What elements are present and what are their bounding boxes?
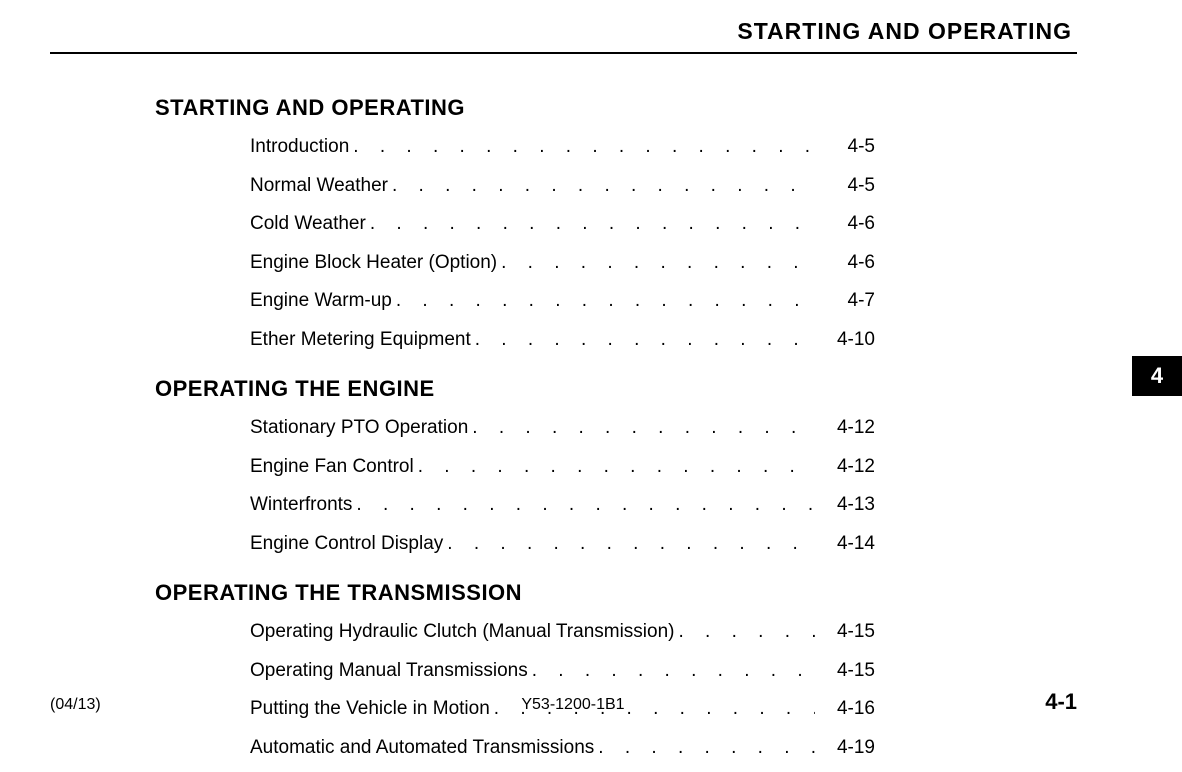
chapter-tab: 4: [1132, 356, 1182, 396]
toc-entry: Ether Metering Equipment . . . . . . . .…: [250, 326, 875, 355]
toc-entry-page: 4-6: [815, 249, 875, 278]
page-footer: (04/13) Y53-1200-1B1 4-1: [50, 689, 1077, 715]
toc-dots: . . . . . . . . . . . . . . . . . . . . …: [443, 530, 815, 559]
toc-entry: Winterfronts . . . . . . . . . . . . . .…: [250, 491, 875, 520]
toc-entry: Automatic and Automated Transmissions . …: [250, 734, 875, 763]
toc-entry: Engine Warm-up . . . . . . . . . . . . .…: [250, 287, 875, 316]
page-header-title: STARTING AND OPERATING: [737, 18, 1072, 45]
toc-dots: . . . . . . . . . . . . . . . . . . . . …: [349, 133, 815, 162]
toc-entry-page: 4-10: [815, 326, 875, 355]
toc-entry: Operating Hydraulic Clutch (Manual Trans…: [250, 618, 875, 647]
toc-entry: Engine Block Heater (Option) . . . . . .…: [250, 249, 875, 278]
toc-entry-page: 4-6: [815, 210, 875, 239]
toc-entry-label: Engine Control Display: [250, 530, 443, 559]
toc-dots: . . . . . . . . . . . . . . . . . . . . …: [366, 210, 815, 239]
section-heading: OPERATING THE ENGINE: [155, 376, 875, 402]
toc-entry: Engine Fan Control . . . . . . . . . . .…: [250, 453, 875, 482]
toc-dots: . . . . . . . . . . . . . . . . . . . . …: [414, 453, 815, 482]
toc-entry-page: 4-7: [815, 287, 875, 316]
toc-entry-label: Normal Weather: [250, 172, 388, 201]
toc-entry-page: 4-15: [815, 657, 875, 686]
toc-entry-page: 4-15: [815, 618, 875, 647]
toc-entry: Stationary PTO Operation . . . . . . . .…: [250, 414, 875, 443]
section-heading: STARTING AND OPERATING: [155, 95, 875, 121]
toc-entry-page: 4-12: [815, 414, 875, 443]
toc-entry-label: Engine Fan Control: [250, 453, 414, 482]
toc-entry-label: Winterfronts: [250, 491, 352, 520]
toc-dots: . . . . . . . . . . . . . . . . . . . . …: [388, 172, 815, 201]
toc-entry-label: Operating Manual Transmissions: [250, 657, 528, 686]
toc-dots: . . . . . . . . . . . . . . . . . . . . …: [675, 618, 816, 647]
toc-entry-page: 4-13: [815, 491, 875, 520]
toc-entry-label: Stationary PTO Operation: [250, 414, 468, 443]
footer-page-number: 4-1: [1045, 689, 1077, 715]
footer-doc-id: Y53-1200-1B1: [521, 696, 624, 714]
toc-entry-label: Operating Hydraulic Clutch (Manual Trans…: [250, 618, 675, 647]
table-of-contents: STARTING AND OPERATING Introduction . . …: [155, 95, 875, 772]
toc-entry: Operating Manual Transmissions . . . . .…: [250, 657, 875, 686]
toc-entry-page: 4-5: [815, 172, 875, 201]
toc-dots: . . . . . . . . . . . . . . . . . . . . …: [497, 249, 815, 278]
section-heading: OPERATING THE TRANSMISSION: [155, 580, 875, 606]
footer-date: (04/13): [50, 696, 101, 714]
toc-entry-page: 4-5: [815, 133, 875, 162]
toc-dots: . . . . . . . . . . . . . . . . . . . . …: [392, 287, 815, 316]
toc-entry-label: Cold Weather: [250, 210, 366, 239]
toc-entry: Normal Weather . . . . . . . . . . . . .…: [250, 172, 875, 201]
toc-entry-page: 4-12: [815, 453, 875, 482]
toc-dots: . . . . . . . . . . . . . . . . . . . . …: [468, 414, 815, 443]
toc-entry-label: Automatic and Automated Transmissions: [250, 734, 594, 763]
toc-dots: . . . . . . . . . . . . . . . . . . . . …: [352, 491, 815, 520]
toc-dots: . . . . . . . . . . . . . . . . . . . . …: [528, 657, 815, 686]
toc-entry-label: Engine Block Heater (Option): [250, 249, 497, 278]
toc-entry-page: 4-14: [815, 530, 875, 559]
toc-entry: Engine Control Display . . . . . . . . .…: [250, 530, 875, 559]
toc-entry-label: Introduction: [250, 133, 349, 162]
toc-entry: Introduction . . . . . . . . . . . . . .…: [250, 133, 875, 162]
header-rule: [50, 52, 1077, 54]
toc-entry-label: Ether Metering Equipment: [250, 326, 471, 355]
toc-dots: . . . . . . . . . . . . . . . . . . . . …: [594, 734, 815, 763]
toc-dots: . . . . . . . . . . . . . . . . . . . . …: [471, 326, 815, 355]
toc-entry-page: 4-19: [815, 734, 875, 763]
toc-entry: Cold Weather . . . . . . . . . . . . . .…: [250, 210, 875, 239]
toc-entry-label: Engine Warm-up: [250, 287, 392, 316]
